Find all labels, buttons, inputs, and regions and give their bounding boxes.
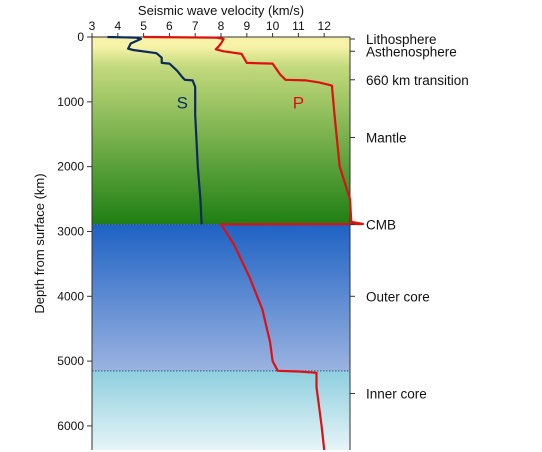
- y-tick-label: 2000: [57, 160, 84, 174]
- y-tick-label: 6000: [57, 419, 84, 433]
- band-mantle: [92, 37, 350, 225]
- layer-label: Inner core: [366, 387, 427, 402]
- series-line-s: [107, 35, 203, 225]
- x-tick-label: 8: [218, 19, 225, 33]
- y-tick-label: 4000: [57, 289, 84, 303]
- x-tick-label: 9: [243, 19, 250, 33]
- layer-label: 660 km transition: [366, 73, 469, 88]
- y-tick-label: 1000: [57, 95, 84, 109]
- x-axis-title: Seismic wave velocity (km/s): [138, 3, 304, 18]
- layer-label: Asthenosphere: [366, 44, 457, 59]
- layer-label: Mantle: [366, 130, 407, 145]
- series-label-p: P: [293, 93, 304, 112]
- layer-label: Outer core: [366, 289, 430, 304]
- layer-label: Lithosphere: [366, 32, 437, 47]
- y-tick-label: 5000: [57, 354, 84, 368]
- x-tick-label: 12: [318, 19, 332, 33]
- layer-label: CMB: [366, 217, 396, 232]
- y-tick-label: 0: [77, 30, 84, 44]
- y-tick-label: 3000: [57, 224, 84, 238]
- x-tick-label: 7: [192, 19, 199, 33]
- band-outer-core: [92, 224, 350, 371]
- x-tick-label: 6: [166, 19, 173, 33]
- series-label-s: S: [177, 93, 188, 112]
- x-tick-label: 3: [89, 19, 96, 33]
- x-tick-label: 11: [292, 19, 305, 33]
- x-tick-label: 10: [266, 19, 280, 33]
- y-axis-ticks: 0 1000 2000 3000 4000 5000 6000: [57, 30, 92, 433]
- earth-layer-bands: [92, 37, 350, 450]
- x-tick-label: 4: [114, 19, 121, 33]
- x-axis-ticks: 3 4 5 6 7 8 9 10 11 12: [89, 19, 332, 37]
- y-axis-title: Depth from surface (km): [32, 173, 47, 313]
- x-tick-label: 5: [140, 19, 147, 33]
- series-line-p: [143, 35, 364, 451]
- band-inner-core: [92, 370, 350, 450]
